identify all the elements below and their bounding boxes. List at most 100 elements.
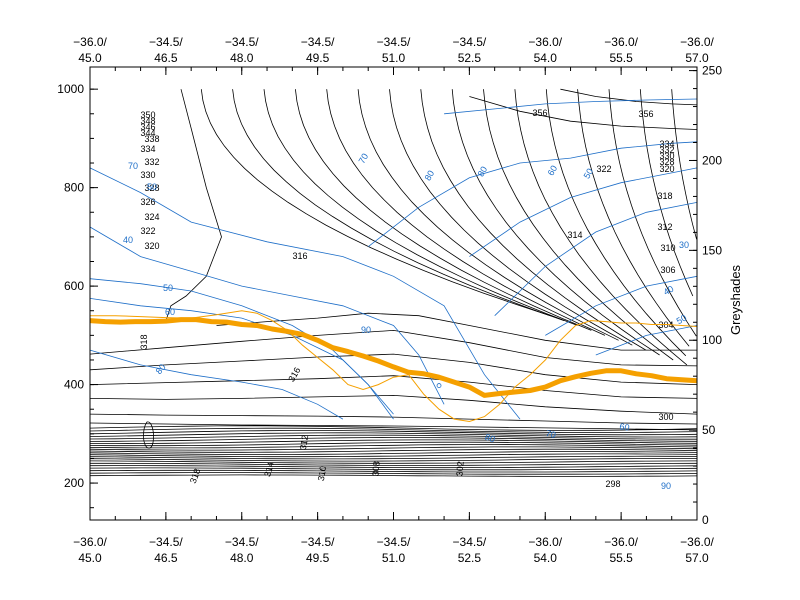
isentrope-line: [89, 422, 698, 431]
x-tick-label-top: 54.0: [534, 51, 558, 65]
right-tick-label: 50: [702, 423, 716, 437]
humidity-line: [494, 202, 698, 316]
contour-label: 310: [316, 465, 328, 482]
right-axis-ticks: 0 50 100 150 200 250: [689, 64, 722, 527]
isentrope-line: [89, 437, 698, 442]
isentrope-line: [89, 329, 698, 367]
contour-label: 318: [188, 467, 203, 485]
isentrope-line: [639, 89, 694, 297]
contour-label: 60: [619, 421, 631, 433]
isentrope-line: [89, 375, 698, 399]
contour-label: 316: [292, 251, 307, 261]
right-tick-label: 250: [702, 64, 722, 78]
x-tick-label-top: −36.0/: [528, 35, 562, 49]
contour-label: 356: [638, 109, 653, 119]
x-tick-label-top: −34.5/: [377, 35, 411, 49]
contour-label: 334: [659, 139, 674, 149]
x-tick-label: −36.0/: [73, 535, 107, 549]
x-tick-label-top: −34.5/: [453, 35, 487, 49]
thick-orange-line: [89, 317, 698, 398]
x-tick-label-top: 49.5: [306, 51, 330, 65]
isentrope-line: [89, 453, 698, 458]
x-tick-label-top: −36.0/: [604, 35, 638, 49]
x-tick-label: −34.5/: [149, 535, 183, 549]
isentrope-line: [545, 89, 687, 357]
isentrope-line: [89, 394, 698, 415]
humidity-line: [469, 167, 698, 257]
contour-label: 90: [361, 325, 371, 335]
x-tick-label: −34.5/: [377, 535, 411, 549]
contour-label: 332: [659, 145, 674, 155]
x-tick-label: −34.5/: [301, 535, 335, 549]
contour-label: 348: [140, 116, 155, 126]
right-tick-label: 0: [702, 513, 709, 527]
isentrope-line: [89, 413, 698, 425]
isentrope-line: [608, 89, 697, 337]
x-tick-label-top: 48.0: [230, 51, 254, 65]
contour-label: 70: [545, 428, 557, 440]
contour-label: 314: [262, 461, 276, 478]
left-tick-label: 1000: [57, 82, 84, 96]
isentrope-line: [89, 448, 698, 453]
humidity-line: [89, 226, 445, 405]
x-tick-label: −34.5/: [225, 535, 259, 549]
left-axis-ticks: 200 400 600 800 1000: [57, 82, 98, 509]
x-tick-label-top: −34.5/: [225, 35, 259, 49]
x-tick-label-top: −36.0/: [73, 35, 107, 49]
isentrope-line: [89, 441, 698, 447]
isentrope-line: [420, 89, 647, 351]
isentrope-line: [89, 425, 698, 431]
contour-label: 80: [476, 165, 490, 179]
contour-label: 50: [147, 182, 157, 192]
contour-label: 40: [123, 235, 133, 245]
humidity-line: [595, 325, 698, 356]
contour-label: 320: [144, 241, 159, 251]
contour-label: 314: [567, 230, 582, 240]
x-tick-label: −36.0/: [528, 535, 562, 549]
x-tick-label: −34.5/: [453, 535, 487, 549]
isentrope-line: [89, 444, 698, 449]
contour-label: 326: [140, 197, 155, 207]
contour-label: 60: [165, 307, 175, 317]
isentrope-line: [671, 89, 697, 240]
x-tick-label: 46.5: [154, 551, 178, 565]
contour-label: 322: [140, 226, 155, 236]
contour-label: 324: [144, 212, 159, 222]
x-tick-label: −36.0/: [680, 535, 714, 549]
isentrope-line: [389, 89, 633, 346]
humidity-line: [444, 98, 698, 115]
contour-label: 310: [660, 243, 675, 253]
isentrope-line: [89, 474, 698, 477]
humidity-line: [89, 167, 521, 420]
x-tick-label: 48.0: [230, 551, 254, 565]
isentrope-line: [514, 89, 688, 366]
isentrope-line: [89, 430, 698, 436]
contour-label: 300: [658, 412, 673, 422]
isentrope-line: [357, 89, 619, 341]
contour-label: 350: [140, 110, 155, 120]
isentrope-line: [89, 465, 698, 469]
x-tick-label-top: 46.5: [154, 51, 178, 65]
x-tick-label: 51.0: [382, 551, 406, 565]
isentrope-line: [89, 451, 698, 455]
contour-label: 318: [657, 191, 672, 201]
isentrope-line: [483, 89, 674, 361]
isentrope-line: [200, 89, 551, 317]
humidity-line: [545, 275, 698, 336]
contour-label: 312: [298, 434, 310, 451]
contour-label: 318: [139, 334, 149, 349]
contour-label: 328: [659, 157, 674, 167]
orange-lines: [89, 310, 698, 423]
right-tick-label: 150: [702, 243, 722, 257]
isentrope-line: [216, 312, 697, 351]
isentrope-line: [577, 89, 690, 347]
x-axis-ticks: −36.0/45.0 −36.0/45.0 −34.5/46.5 −34.5/46.5…: [73, 35, 714, 565]
right-tick-label: 200: [702, 153, 722, 167]
isentrope-line: [89, 353, 698, 385]
contour-label: 330: [140, 170, 155, 180]
contour-label: 338: [144, 134, 159, 144]
isentrope-line: [295, 89, 592, 331]
right-tick-label: 100: [702, 333, 722, 347]
contour-label: 40: [662, 284, 676, 298]
